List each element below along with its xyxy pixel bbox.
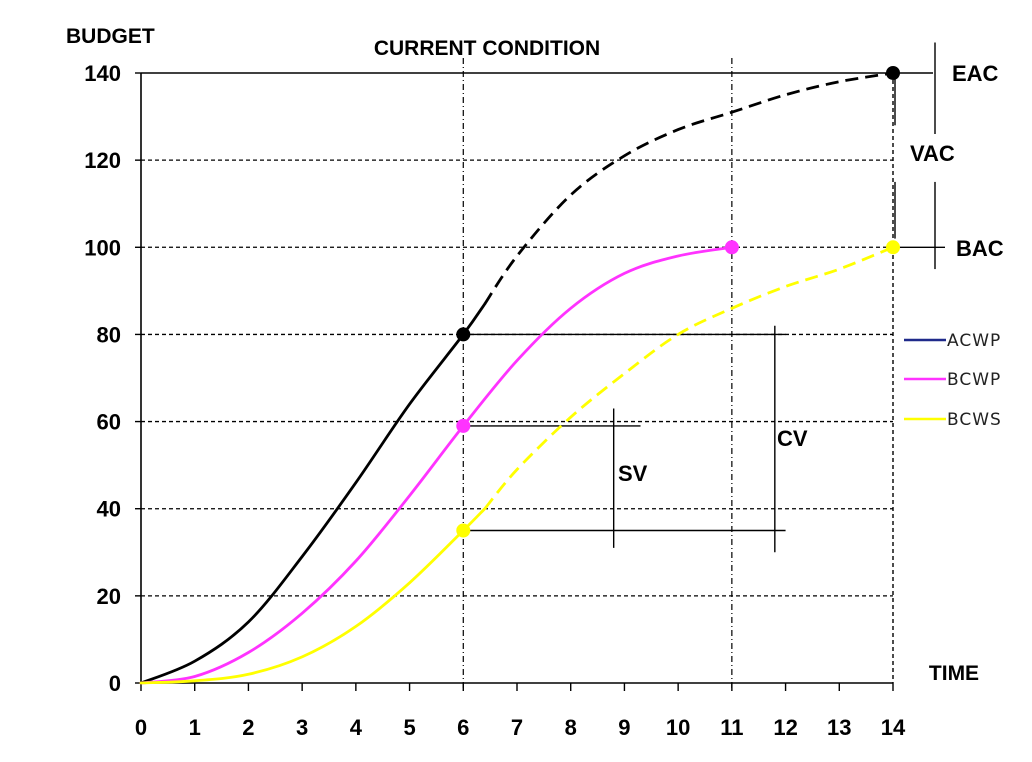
data-point-2: [456, 523, 471, 538]
y-tick-label-140: 140: [84, 61, 121, 86]
x-tick-label-13: 13: [827, 715, 851, 740]
series-forecast-acwp: [483, 71, 894, 305]
x-tick-label-10: 10: [666, 715, 690, 740]
x-tick-label-11: 11: [720, 715, 743, 740]
y-tick-labels: 0 20 40 60 80 100 120 140: [84, 61, 121, 696]
sv-label: SV: [618, 461, 648, 486]
legend: ACWP BCWP BCWS: [904, 331, 1002, 430]
x-tick-labels: 0 1 2 3 4 5 6 7 8 9 10 11 12 13 14: [135, 715, 906, 740]
data-points: [456, 66, 900, 538]
eac-label: EAC: [952, 61, 999, 86]
y-tick-label-80: 80: [97, 322, 121, 347]
y-tick-label-20: 20: [97, 584, 121, 609]
x-tick-label-4: 4: [350, 715, 363, 740]
x-tick-label-14: 14: [881, 715, 906, 740]
x-tick-label-8: 8: [565, 715, 577, 740]
y-tick-label-60: 60: [97, 410, 121, 435]
series-forecast-bcws: [483, 246, 894, 510]
y-axis-label: BUDGET: [66, 25, 155, 48]
axes: [135, 72, 933, 691]
data-point-0: [456, 327, 471, 342]
bac-label: BAC: [956, 236, 1004, 261]
series-line-bcwp: [139, 245, 734, 685]
x-tick-label-7: 7: [511, 715, 523, 740]
x-axis-label: TIME: [929, 662, 979, 685]
vac-label: VAC: [910, 141, 955, 166]
data-point-3: [724, 240, 739, 255]
legend-label-acwp: ACWP: [947, 331, 1001, 351]
x-tick-label-1: 1: [189, 715, 201, 740]
series-line-acwp: [139, 302, 487, 685]
variance-lines: [463, 42, 945, 553]
vertical-markers: [462, 58, 733, 691]
chart-title: CURRENT CONDITION: [374, 37, 600, 60]
y-tick-label-0: 0: [109, 671, 121, 696]
legend-label-bcwp: BCWP: [947, 370, 1001, 390]
y-tick-label-120: 120: [84, 148, 121, 173]
data-point-5: [886, 240, 900, 255]
y-tick-label-100: 100: [84, 235, 121, 260]
x-tick-label-3: 3: [296, 715, 308, 740]
x-tick-label-2: 2: [242, 715, 254, 740]
x-tick-label-5: 5: [403, 715, 415, 740]
cv-label: CV: [777, 426, 808, 451]
x-tick-label-6: 6: [457, 715, 469, 740]
x-tick-label-0: 0: [135, 715, 147, 740]
data-point-4: [886, 66, 900, 80]
y-tick-label-40: 40: [97, 497, 121, 522]
x-tick-label-12: 12: [773, 715, 797, 740]
x-tick-label-9: 9: [618, 715, 630, 740]
series-lines: [139, 71, 894, 685]
data-point-1: [456, 418, 471, 433]
legend-label-bcws: BCWS: [947, 410, 1002, 430]
